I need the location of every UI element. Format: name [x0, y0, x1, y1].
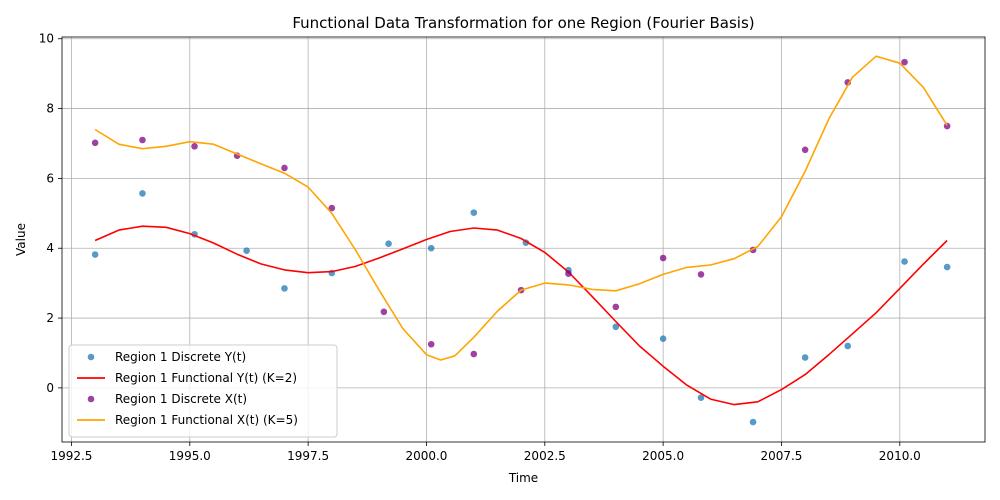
data-point	[750, 419, 757, 426]
legend-label: Region 1 Discrete Y(t)	[115, 350, 246, 364]
data-point	[613, 304, 620, 311]
data-point	[281, 165, 288, 172]
legend-marker-swatch	[88, 354, 95, 361]
data-point	[281, 285, 288, 292]
x-tick-label: 2002.5	[524, 449, 566, 463]
data-point	[802, 354, 809, 361]
x-tick-label: 2005.0	[642, 449, 684, 463]
legend: Region 1 Discrete Y(t) Region 1 Functiona…	[69, 345, 337, 437]
x-tick-label: 1992.5	[50, 449, 92, 463]
y-tick-label: 2	[46, 311, 54, 325]
data-point	[901, 59, 908, 66]
x-tick-label: 1995.0	[169, 449, 211, 463]
data-point	[139, 190, 146, 197]
x-tick-label: 2010.0	[879, 449, 921, 463]
legend-marker-swatch	[88, 396, 95, 403]
data-point	[565, 270, 572, 277]
data-point	[901, 258, 908, 265]
data-point	[944, 123, 951, 130]
x-tick-label: 2007.5	[760, 449, 802, 463]
data-point	[381, 308, 388, 315]
data-point	[802, 146, 809, 153]
legend-label: Region 1 Discrete X(t)	[115, 392, 247, 406]
data-point	[660, 255, 667, 262]
y-tick-label: 6	[46, 171, 54, 185]
data-point	[92, 139, 99, 146]
y-tick-label: 10	[39, 32, 54, 46]
data-point	[428, 341, 435, 348]
data-point	[944, 264, 951, 271]
y-tick-label: 8	[46, 102, 54, 116]
data-point	[385, 240, 392, 247]
data-point	[471, 209, 478, 216]
x-tick-label: 1997.5	[287, 449, 329, 463]
legend-label: Region 1 Functional X(t) (K=5)	[115, 413, 298, 427]
data-point	[471, 351, 478, 358]
data-point	[660, 335, 667, 342]
data-point	[92, 251, 99, 258]
y-tick-label: 4	[46, 241, 54, 255]
legend-label: Region 1 Functional Y(t) (K=2)	[115, 371, 297, 385]
data-point	[191, 143, 198, 150]
data-point	[698, 271, 705, 278]
x-tick-label: 2000.0	[405, 449, 447, 463]
data-point	[428, 245, 435, 252]
data-point	[243, 247, 250, 254]
x-axis-title: Time	[508, 471, 538, 485]
chart-title: Functional Data Transformation for one R…	[292, 14, 754, 32]
data-point	[139, 137, 146, 144]
y-axis-title: Value	[14, 223, 28, 256]
y-tick-label: 0	[46, 381, 54, 395]
data-point	[844, 343, 851, 350]
